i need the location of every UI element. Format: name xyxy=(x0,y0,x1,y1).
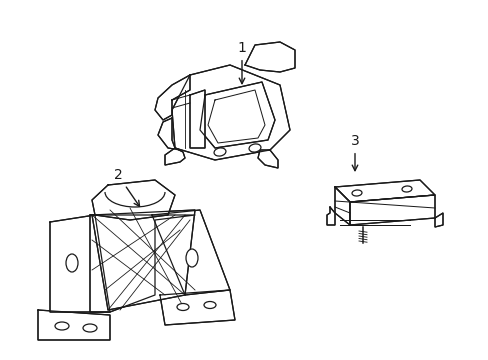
Polygon shape xyxy=(152,210,229,295)
Polygon shape xyxy=(92,210,195,310)
Polygon shape xyxy=(434,213,442,227)
Ellipse shape xyxy=(214,148,225,156)
Polygon shape xyxy=(200,82,274,148)
Text: 3: 3 xyxy=(350,134,359,171)
Polygon shape xyxy=(90,215,195,312)
Polygon shape xyxy=(334,180,434,202)
Ellipse shape xyxy=(248,144,261,152)
Polygon shape xyxy=(155,75,190,120)
Polygon shape xyxy=(38,310,110,340)
Polygon shape xyxy=(244,42,294,72)
Polygon shape xyxy=(50,215,110,312)
Polygon shape xyxy=(326,207,334,225)
Text: 2: 2 xyxy=(113,168,139,206)
Polygon shape xyxy=(349,195,434,225)
Ellipse shape xyxy=(177,303,189,310)
Ellipse shape xyxy=(66,254,78,272)
Text: 1: 1 xyxy=(237,41,246,84)
Polygon shape xyxy=(334,187,349,225)
Ellipse shape xyxy=(83,324,97,332)
Polygon shape xyxy=(92,180,175,220)
Ellipse shape xyxy=(203,302,216,309)
Polygon shape xyxy=(172,65,289,160)
Polygon shape xyxy=(190,90,204,148)
Ellipse shape xyxy=(351,190,361,196)
Ellipse shape xyxy=(55,322,69,330)
Ellipse shape xyxy=(185,249,198,267)
Polygon shape xyxy=(160,290,235,325)
Polygon shape xyxy=(158,118,180,150)
Polygon shape xyxy=(258,150,278,168)
Polygon shape xyxy=(164,148,184,165)
Ellipse shape xyxy=(401,186,411,192)
